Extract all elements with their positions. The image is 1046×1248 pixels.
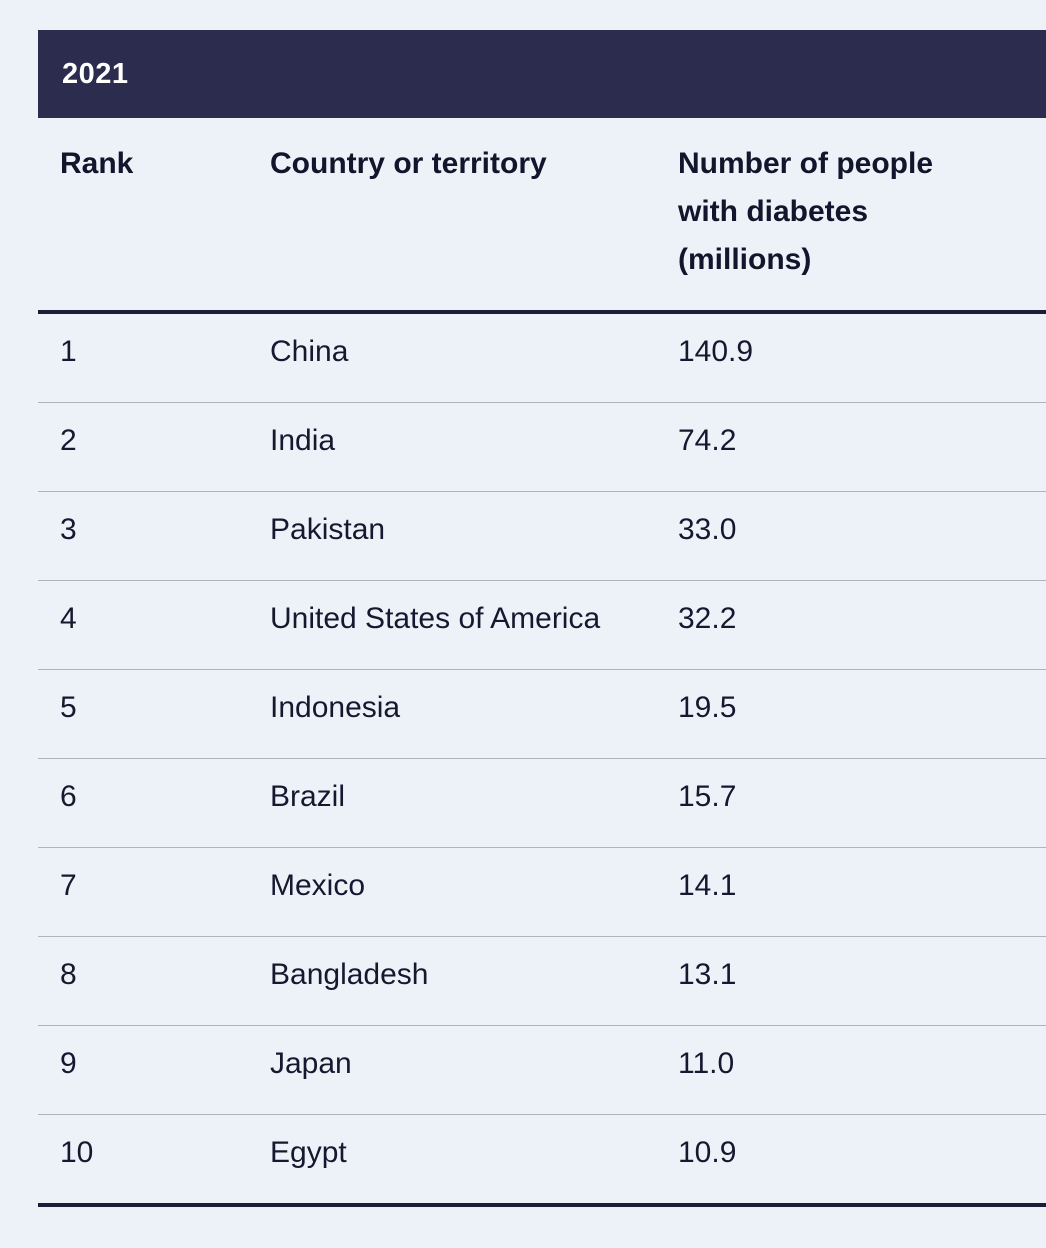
rank-cell: 6: [60, 780, 77, 813]
country-cell: United States of America: [270, 602, 601, 635]
table-row: 3 Pakistan 33.0: [38, 492, 1046, 581]
country-cell: Egypt: [270, 1136, 347, 1169]
header-number-of-people: Number of people with diabetes (millions…: [678, 147, 934, 276]
country-cell: Pakistan: [270, 513, 386, 546]
table-row: 4 United States of America 32.2: [38, 581, 1046, 670]
rank-cell: 8: [60, 958, 77, 991]
country-cell: Mexico: [270, 869, 366, 902]
table-title-band: 2021: [38, 30, 1046, 118]
value-cell: 74.2: [678, 424, 737, 457]
rank-cell: 10: [60, 1136, 94, 1169]
table-row: 8 Bangladesh 13.1: [38, 937, 1046, 1026]
rank-cell: 7: [60, 869, 77, 902]
value-cell: 13.1: [678, 958, 737, 991]
value-cell: 140.9: [678, 335, 754, 368]
header-country: Country or territory: [270, 147, 547, 180]
value-cell: 32.2: [678, 602, 737, 635]
country-cell: Indonesia: [270, 691, 401, 724]
rank-cell: 2: [60, 424, 77, 457]
table-header-row: Rank Country or territory Number of peop…: [38, 118, 1046, 314]
country-cell: India: [270, 424, 336, 457]
table-row: 2 India 74.2: [38, 403, 1046, 492]
value-cell: 19.5: [678, 691, 737, 724]
rank-cell: 3: [60, 513, 77, 546]
value-cell: 10.9: [678, 1136, 737, 1169]
rank-cell: 9: [60, 1047, 77, 1080]
country-cell: Brazil: [270, 780, 346, 813]
diabetes-ranking-table: 2021 Rank Country or territory Number of…: [38, 30, 1046, 1207]
rank-cell: 1: [60, 335, 77, 368]
value-cell: 14.1: [678, 869, 737, 902]
value-cell: 11.0: [678, 1047, 735, 1080]
table-row: 1 China 140.9: [38, 314, 1046, 403]
table-row: 6 Brazil 15.7: [38, 759, 1046, 848]
table-row: 7 Mexico 14.1: [38, 848, 1046, 937]
header-rank: Rank: [60, 147, 134, 180]
value-cell: 15.7: [678, 780, 737, 813]
rank-cell: 5: [60, 691, 77, 724]
country-cell: China: [270, 335, 349, 368]
table-row: 5 Indonesia 19.5: [38, 670, 1046, 759]
table-body: 1 China 140.9 2 India 74.2 3 Pakistan 33.0 4 Unite…: [38, 314, 1046, 1207]
table-row: 9 Japan 11.0: [38, 1026, 1046, 1115]
country-cell: Japan: [270, 1047, 352, 1080]
value-cell: 33.0: [678, 513, 737, 546]
rank-cell: 4: [60, 602, 77, 635]
table-row: 10 Egypt 10.9: [38, 1115, 1046, 1207]
country-cell: Bangladesh: [270, 958, 429, 991]
table-title: 2021: [62, 57, 129, 90]
